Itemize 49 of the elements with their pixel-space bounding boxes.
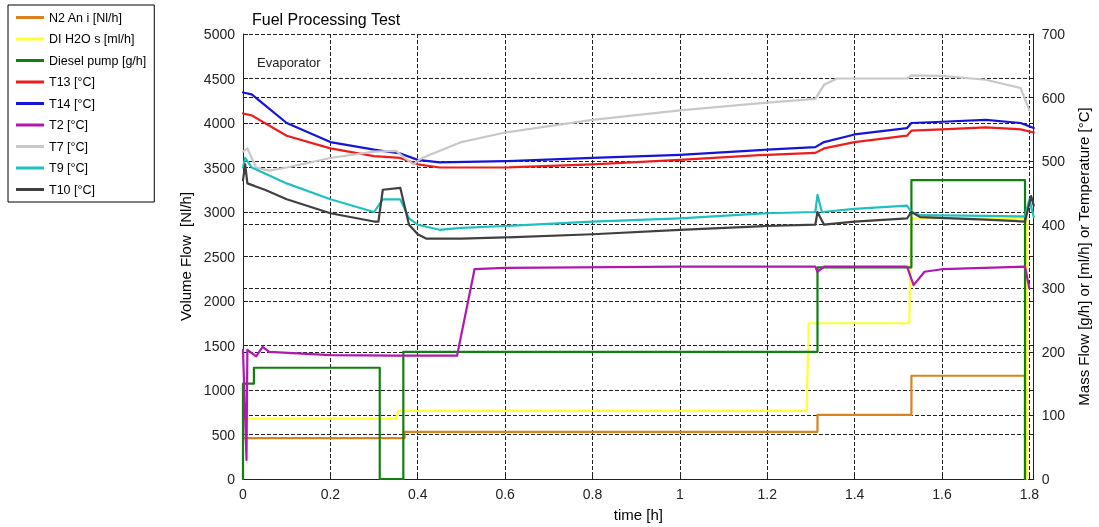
line-series [241,112,1035,169]
legend-label: N2 An i [Nl/h] [49,10,122,25]
legend-label: T10 [°C] [49,182,95,197]
y-tick-label: 0 [227,471,236,487]
y2-tick-label: 300 [1041,280,1066,297]
y-tick-label: 2500 [203,248,236,265]
legend-label: T14 [°C] [49,96,95,111]
y2-tick-label: 600 [1041,89,1066,106]
line-series [241,91,1035,164]
y-tick-label: 4000 [203,115,236,131]
legend-label: DI H2O s [ml/h] [49,32,135,46]
y-tick-label: 500 [211,426,236,443]
x-tick-label: 0.6 [495,486,516,502]
y2-tick-label: 500 [1041,153,1066,170]
x-tick-label: 0.8 [582,486,603,502]
y2-tick-label: 200 [1041,343,1066,360]
x-tick-label: 0.2 [320,486,341,502]
x-tick-label: 1.4 [844,486,865,502]
y-axis-title: Volume Flow [Nl/h] [176,191,194,322]
line-series [241,265,1031,462]
chart-title: Fuel Processing Test [252,10,401,28]
x-tick-label: 0.4 [408,486,428,502]
y-tick-label: 1500 [203,337,236,354]
x-tick-label: 0 [239,486,248,502]
legend-label: T2 [°C] [49,118,89,132]
y-tick-label: 1000 [203,382,236,398]
y2-tick-label: 700 [1041,26,1066,42]
y2-axis-title: Mass Flow [g/h] or [ml/h] or Temperature [°C] [1075,107,1092,406]
x-tick-label: 1.8 [1019,486,1040,502]
y-tick-label: 4500 [203,70,236,87]
legend-label: T9 [°C] [49,161,89,175]
legend-label: T13 [°C] [49,75,95,89]
line-series [241,156,1035,231]
legend-label: Diesel pump [g/h] [49,53,147,68]
y2-tick-label: 400 [1041,216,1066,233]
y-tick-label: 2000 [203,293,236,309]
y2-tick-label: 0 [1041,471,1050,487]
x-tick-label: 1 [675,486,684,502]
y-tick-label: 5000 [203,26,236,42]
line-series [241,74,1031,172]
annotation: Evaporator [257,55,322,70]
legend-label: T7 [°C] [49,139,89,154]
x-tick-label: 1.6 [932,486,952,502]
y2-tick-label: 100 [1041,407,1066,424]
x-axis-title: time [h] [613,506,663,523]
x-tick-label: 1.2 [757,486,778,502]
y-tick-label: 3000 [203,204,236,220]
y-tick-label: 3500 [203,159,236,176]
line-series [241,163,1035,240]
